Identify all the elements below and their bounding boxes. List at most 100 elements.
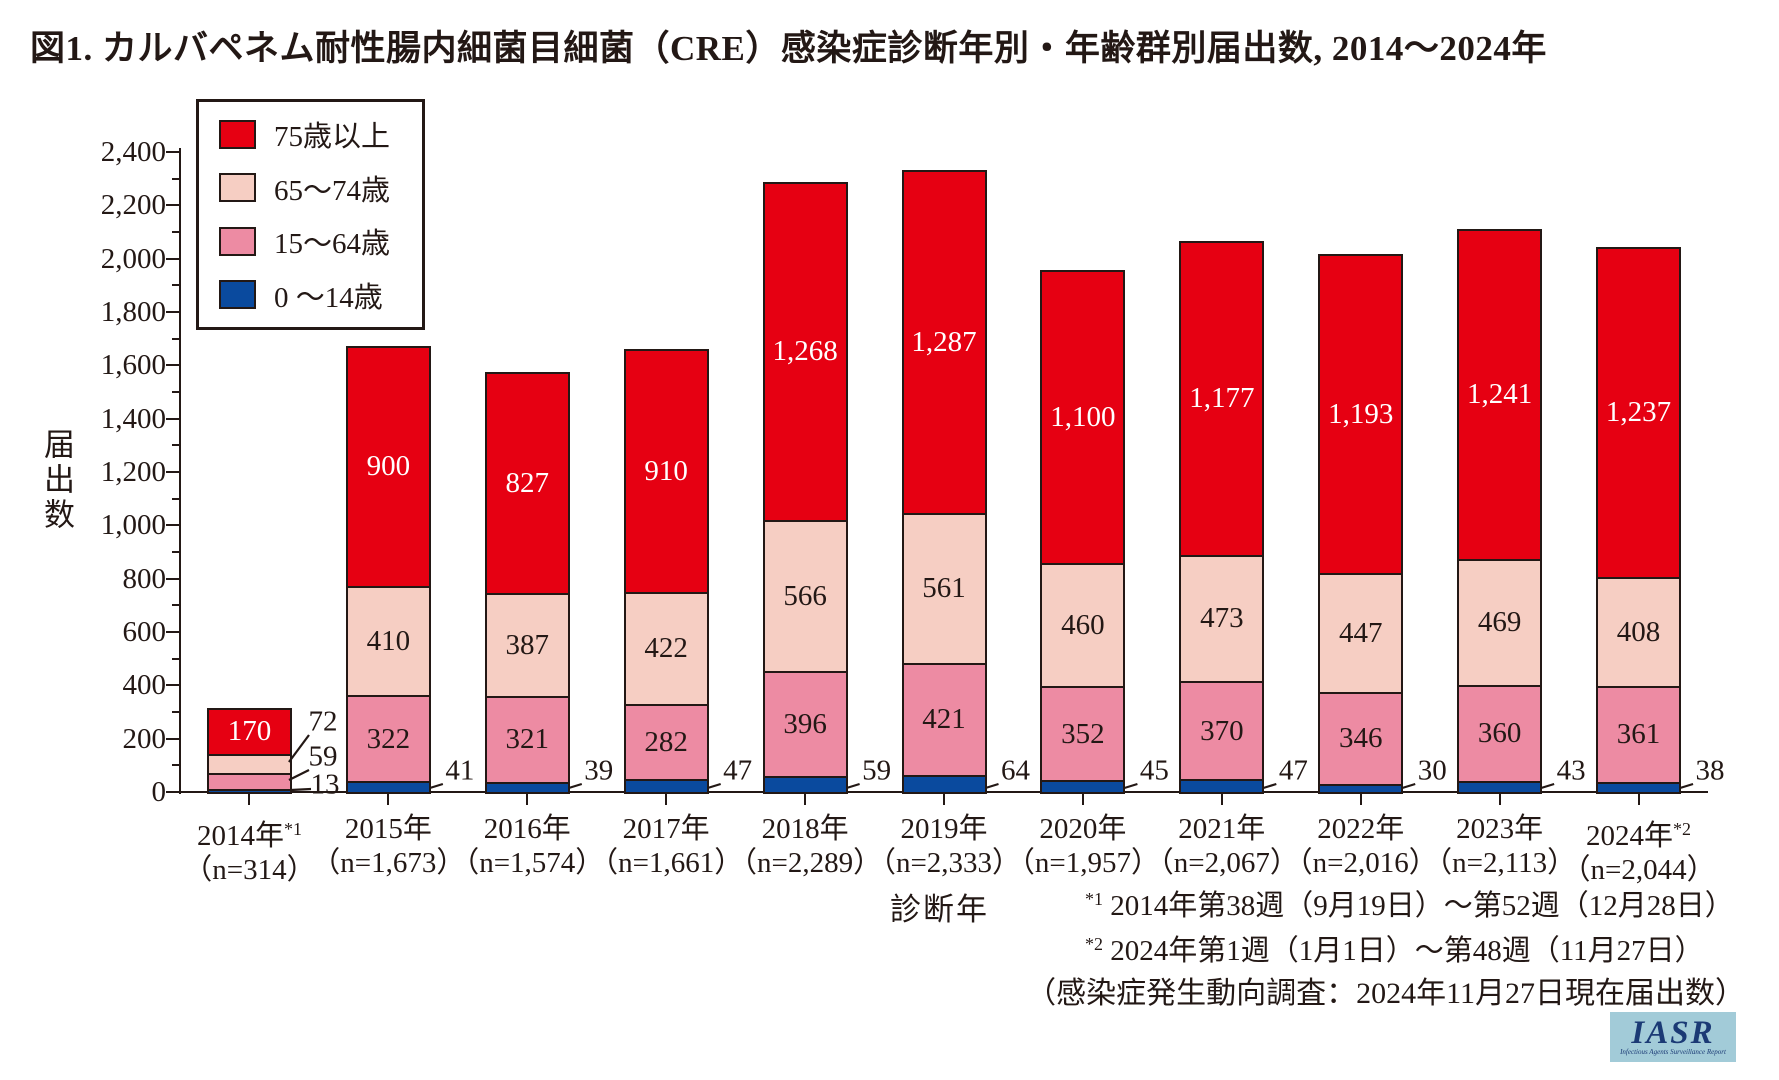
callout-value-label: 39 [584,754,614,787]
y-axis-tick [166,151,180,153]
legend-label: 15～64歳 [274,228,391,261]
bar-segment: 1,177 [1179,240,1265,557]
x-axis-tick [387,792,390,805]
x-axis-tick [943,792,945,805]
category-year: 2016年 [483,813,571,845]
y-axis-tick [172,444,180,447]
x-axis-tick-label: 2024年*2 （n=2,044） [1549,812,1729,887]
category-n: （n=1,957） [1005,847,1160,879]
bar-value-label: 421 [922,703,966,736]
x-axis-tick [1081,792,1084,805]
bar-value-label: 396 [783,707,827,740]
y-axis-tick [166,684,180,687]
bar-value-label: 387 [505,628,550,661]
bar-value-label: 322 [366,722,411,755]
callout-value-label: 45 [1139,754,1169,787]
footnote-text: 2024年第1週（1月1日）～第48週（11月27日） [1102,934,1704,967]
footnote: *2 2024年第1週（1月1日）～第48週（11月27日） [1085,925,1734,970]
bar-value-label: 1,241 [1467,378,1533,411]
bar-segment: 1,100 [1040,270,1126,566]
bar-value-label: 1,100 [1050,401,1116,434]
x-axis-tick [1220,792,1223,805]
category-year: 2022年 [1317,813,1405,845]
bar-segment: 346 [1318,691,1404,786]
callout-value-label: 72 [308,705,338,738]
x-axis-title: 診断年 [890,892,989,927]
y-axis-tick-label: 2,000 [100,242,166,275]
category-n: （n=2,016） [1283,847,1438,879]
bar-segment: 447 [1318,572,1404,694]
callout-value-label: 47 [723,754,753,787]
legend-label: 75歳以上 [274,121,391,154]
x-axis-tick [526,792,529,805]
bar-segment: 900 [345,345,431,588]
bar-value-label: 561 [922,572,966,605]
bar-value-label: 1,268 [772,335,838,368]
y-axis-tick [172,764,180,767]
x-axis-tick-label: 2016年 （n=1,574） [437,812,617,880]
bar-segment: 370 [1179,680,1265,782]
bar-value-label: 473 [1200,602,1244,635]
y-axis-tick-label: 1,800 [100,296,166,328]
bar-segment: 1,268 [762,181,848,522]
x-axis-tick [1359,792,1362,805]
callout-value-label: 41 [445,754,475,787]
x-axis-tick-label: 2014年*1 （n=314） [159,812,339,887]
y-axis-tick [166,631,180,633]
source-note: （感染症発生動向調査：2024年11月27日現在届出数） [1026,977,1745,1010]
footnote-marker: *1 [1085,889,1103,909]
y-axis-tick-label: 800 [122,562,167,595]
footnote-marker: *2 [1085,933,1103,954]
category-footnote-marker: *2 [1673,819,1692,839]
callout-value-label: 13 [310,768,340,801]
y-axis-tick [166,417,180,420]
bar-value-label: 1,287 [911,325,977,358]
y-axis-tick [166,471,180,473]
bar-segment: 1,241 [1457,228,1543,562]
bar-segment: 361 [1596,685,1682,784]
category-n: （n=2,113） [1423,847,1577,879]
legend: 75歳以上 65～74歳 15～64歳 0 ～14歳 [196,99,425,330]
bar-segment: 387 [484,592,570,698]
y-axis-tick [166,364,180,367]
iasr-logo-subtitle: Infectious Agents Surveillance Report [1620,1047,1726,1056]
x-axis-tick [1637,792,1640,805]
category-year: 2023年 [1456,813,1544,845]
bar-segment [206,753,292,775]
bar-value-label: 321 [505,723,550,756]
legend-swatch [219,119,256,149]
category-n: （n=2,044） [1561,853,1716,886]
bar-segment: 460 [1040,563,1126,689]
bar-value-label: 346 [1338,722,1383,755]
callout-value-label: 64 [1001,754,1030,787]
y-axis-tick-label: 2,200 [100,189,166,222]
bar-value-label: 1,237 [1605,396,1672,429]
bar-segment: 473 [1179,554,1265,683]
bar-value-label: 422 [644,632,688,665]
x-axis-tick-label: 2020年 （n=1,957） [993,812,1173,880]
bar-segment: 469 [1457,559,1543,687]
iasr-logo-acronym: IASR [1631,1014,1715,1051]
category-n: （n=2,289） [728,847,883,879]
y-axis-tick [172,711,180,713]
bar-value-label: 282 [644,726,688,759]
y-axis-tick [172,337,180,340]
bar-value-label: 1,177 [1189,382,1255,415]
callout-value-label: 59 [862,754,892,787]
bar-value-label: 352 [1061,717,1105,750]
bar-segment: 1,237 [1596,246,1682,579]
bar-value-label: 566 [783,579,827,612]
bar-value-label: 1,193 [1328,397,1394,430]
x-axis-tick-label: 2015年 （n=1,673） [298,812,478,880]
legend-label: 0 ～14歳 [274,281,383,314]
bar-segment: 322 [345,695,431,784]
bar-segment: 408 [1596,576,1682,688]
y-axis-tick-label: 1,000 [100,509,166,542]
y-axis-tick-label: 600 [122,616,167,648]
footnote-text: 2014年第38週（9月19日）～第52週（12月28日） [1102,889,1734,922]
y-axis-tick [166,257,180,260]
x-axis-tick-label: 2022年 （n=2,016） [1271,812,1451,880]
y-axis-tick [172,284,180,287]
y-axis-tick [166,204,180,207]
